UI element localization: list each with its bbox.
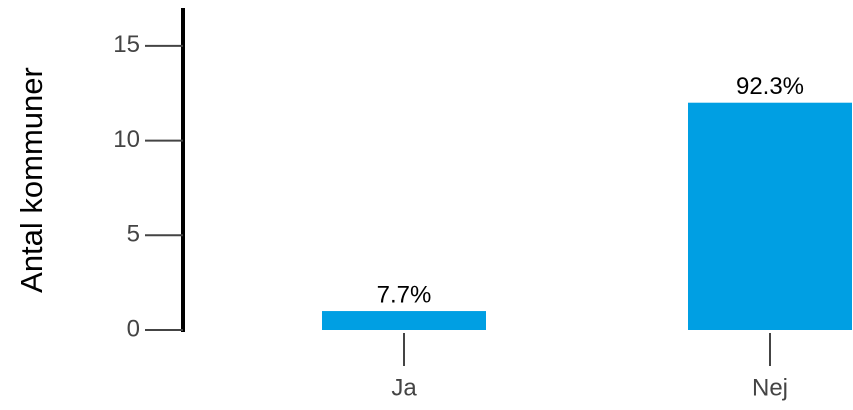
- y-tick-label: 5: [127, 221, 140, 248]
- x-tick-label: Nej: [752, 374, 788, 401]
- value-label: 7.7%: [377, 281, 432, 308]
- y-tick-label: 15: [113, 31, 140, 58]
- y-tick-label: 10: [113, 126, 140, 153]
- y-tick-label: 0: [127, 315, 140, 342]
- y-axis-label: Antal kommuner: [14, 67, 49, 293]
- bar: [322, 311, 486, 330]
- x-tick-label: Ja: [391, 374, 417, 401]
- value-label: 92.3%: [736, 73, 804, 100]
- bar: [688, 102, 852, 331]
